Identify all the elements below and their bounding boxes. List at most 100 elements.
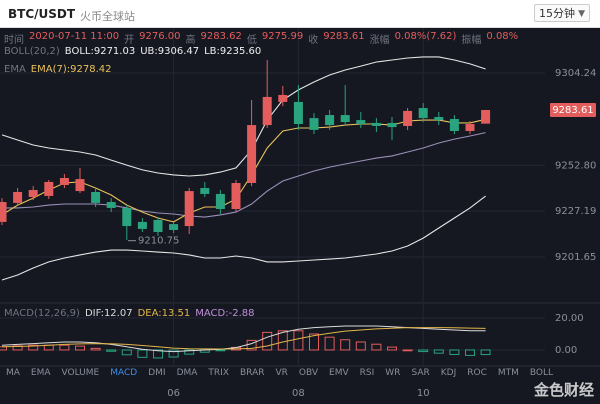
indicator-tab[interactable]: WR — [385, 368, 401, 378]
indicator-tab[interactable]: BOLL — [529, 368, 554, 378]
candle-body — [247, 125, 257, 184]
macd-bar — [277, 330, 288, 351]
info-label: 涨幅 — [369, 35, 390, 46]
info-label: 低 — [246, 35, 257, 46]
macd-legend: MACD(12,26,9) DIF:12.07 DEA:13.51 MACD:-2.8… — [4, 308, 254, 319]
indicator-tab[interactable]: MA — [6, 368, 20, 378]
candle-body — [434, 117, 444, 121]
macd-bar — [137, 349, 148, 358]
dropdown-arrow[interactable]: ▼ — [578, 9, 585, 19]
indicator-tab[interactable]: MACD — [110, 368, 138, 378]
macd-bar — [28, 344, 39, 351]
candle-body — [403, 110, 413, 126]
candle-body — [106, 202, 116, 208]
macd-bar — [12, 345, 23, 351]
indicator-tab[interactable]: MTM — [497, 368, 519, 378]
legend-entry: BOLL:9271.03 — [64, 46, 136, 57]
macd-bar — [355, 341, 366, 351]
macd-bar — [309, 333, 319, 351]
indicator-tab[interactable]: DMA — [176, 368, 198, 378]
y-tick-label: 9201.65 — [555, 252, 596, 263]
indicator-tab[interactable]: RSI — [359, 368, 375, 378]
candle-body — [137, 221, 147, 229]
indicator-tabs: MA EMA VOLUME MACD DMI DMA TRIX BRAR VR OBV EMV RSI… — [0, 368, 553, 378]
candle-body — [278, 94, 288, 102]
macd-bar — [168, 349, 179, 358]
macd-bar — [293, 330, 304, 351]
x-tick-label: 10 — [417, 388, 430, 399]
candle-body — [231, 183, 241, 210]
info-label: 收 — [308, 35, 319, 46]
legend-entry: UB:9306.47 — [140, 46, 200, 57]
candle-body — [356, 120, 366, 125]
indicator-tab[interactable]: SAR — [411, 368, 430, 378]
candle-body — [325, 115, 335, 126]
indicator-line — [1, 195, 486, 281]
x-tick-label: 06 — [167, 388, 180, 399]
y-tick-label: 20.00 — [555, 313, 584, 324]
candle-body — [340, 115, 350, 123]
interval-label[interactable]: 15分钟 — [539, 7, 575, 20]
candle-body — [465, 124, 475, 132]
candle-body — [371, 122, 381, 126]
indicator-line — [1, 56, 486, 177]
indicator-tab[interactable]: EMV — [329, 368, 349, 378]
indicator-tab[interactable]: VOLUME — [61, 368, 100, 378]
candle-body — [481, 109, 491, 124]
info-value: 0.08% — [486, 31, 519, 42]
candle-body — [184, 191, 194, 227]
legend-label: BOLL(20,2) — [4, 46, 60, 57]
candle-body — [13, 191, 23, 203]
indicator-tab[interactable]: DMI — [148, 368, 166, 378]
plot-background — [0, 28, 600, 404]
info-label: 高 — [185, 35, 196, 46]
interval-dropdown[interactable]: 15分钟 ▼ — [534, 4, 590, 22]
macd-bar — [106, 349, 117, 352]
x-tick-label: 08 — [292, 388, 305, 399]
indicator-tab[interactable]: KDJ — [440, 368, 457, 378]
macd-bar — [371, 343, 382, 351]
macd-bar — [324, 336, 335, 351]
info-label: 时间 — [4, 35, 24, 46]
candle-body — [262, 96, 272, 126]
candle-body — [293, 101, 303, 125]
macd-bar — [418, 349, 429, 353]
y-tick-label: 0.00 — [555, 345, 577, 356]
macd-bar — [480, 349, 491, 356]
candle-body — [75, 179, 85, 192]
macd-bar — [449, 349, 460, 355]
legend-label: MACD(12,26,9) — [4, 308, 80, 319]
legend-entry: EMA(7):9278.42 — [30, 64, 112, 75]
macd-bar — [153, 349, 163, 359]
candle-body — [449, 118, 459, 132]
indicator-tab[interactable]: TRIX — [208, 368, 229, 378]
macd-bar — [465, 349, 475, 356]
legend-entry: MACD:-2.88 — [195, 308, 255, 319]
candle-body — [215, 193, 225, 210]
macd-bar — [262, 331, 273, 351]
macd-bar — [340, 339, 351, 351]
legend-label: EMA — [4, 64, 26, 75]
info-label: 开 — [124, 35, 135, 46]
macd-bar — [90, 347, 101, 351]
candle-body — [122, 207, 132, 227]
macd-bar — [184, 349, 195, 355]
candle-body — [28, 190, 38, 198]
y-tick-label: 9252.80 — [555, 160, 596, 171]
annotation-text: 9210.75 — [138, 236, 179, 247]
candle-body — [44, 181, 54, 196]
info-label: 振幅 — [461, 35, 482, 46]
indicator-tab[interactable]: OBV — [298, 368, 319, 378]
indicator-tab[interactable]: VR — [275, 368, 288, 378]
indicator-tab[interactable]: BRAR — [240, 368, 265, 378]
top-bar: BTC/USDT 火币全球站 15分钟 ▼ — [0, 0, 600, 28]
info-value: 9276.00 — [139, 31, 181, 42]
boll-legend: BOLL(20,2) BOLL:9271.03 UB:9306.47 LB:9235.… — [4, 46, 261, 57]
indicator-tab[interactable]: ROC — [467, 368, 487, 378]
indicator-tab[interactable]: EMA — [30, 368, 51, 378]
price-tag-box — [550, 102, 596, 117]
candle-body — [59, 177, 69, 185]
watermark: 金色财经 — [533, 381, 594, 399]
ohlc-info: 时间 2020-07-11 11:00 开 9276.00 高 9283.62 低 9275.… — [4, 31, 518, 46]
